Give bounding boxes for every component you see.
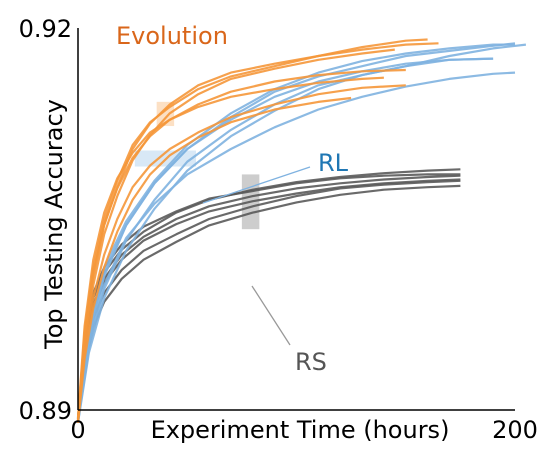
tick-labels: 0.92 0.890 200 [19, 15, 538, 444]
x-tick-label-left: 0 [70, 416, 85, 444]
series-lines [76, 38, 527, 423]
series-line-evolution-3 [76, 48, 395, 423]
x-axis-label: Experiment Time (hours) [151, 416, 450, 444]
x-tick-label-right: 200 [492, 416, 538, 444]
series-line-rl-5 [76, 57, 494, 423]
y-axis-label: Top Testing Accuracy [40, 99, 68, 350]
series-line-evolution-2 [76, 38, 428, 419]
callout-line-rs [251, 285, 291, 346]
callout-line-rl [202, 166, 311, 204]
y-tick-label-bottom: 0.89 [19, 397, 72, 425]
series-line-evolution-6 [76, 76, 384, 418]
series-line-rs-5 [76, 184, 461, 423]
series-line-rl-3 [76, 43, 527, 422]
series-label-rs: RS [295, 348, 327, 376]
callout-lines [202, 166, 311, 346]
series-line-evolution-7 [76, 96, 352, 423]
series-line-rl-1 [76, 42, 516, 423]
series-line-evolution-4 [76, 68, 406, 421]
series-label-rl: RL [318, 149, 349, 177]
series-line-rs-3 [76, 178, 461, 422]
series-line-rs-4 [76, 179, 461, 421]
series-label-evolution: Evolution [116, 22, 228, 50]
series-line-evolution-5 [76, 84, 406, 422]
series-line-rl-4 [76, 57, 494, 421]
series-line-rl-6 [76, 71, 516, 418]
y-tick-label-top: 0.92 [19, 15, 72, 43]
axes [77, 28, 515, 411]
